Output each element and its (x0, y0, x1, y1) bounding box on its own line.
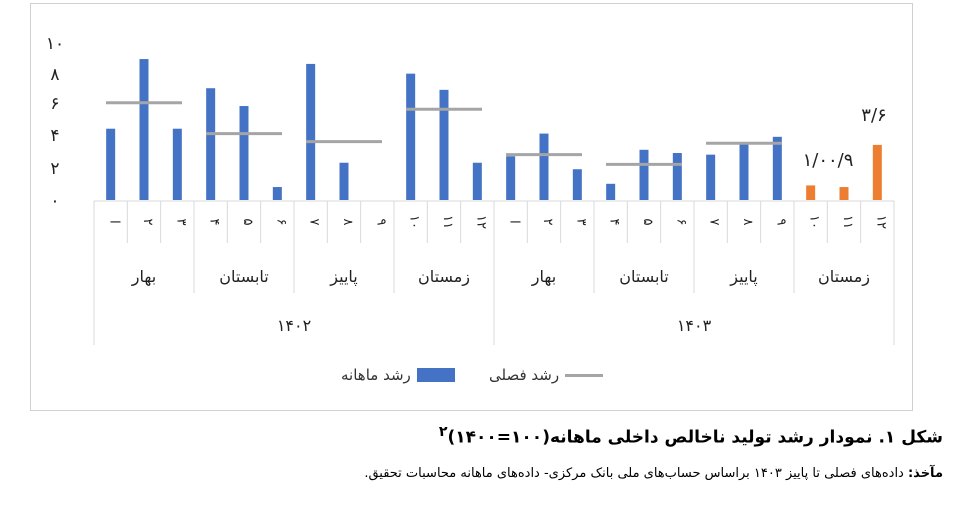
month-label: ۱۲ (473, 215, 488, 229)
month-label: ۹ (773, 219, 788, 226)
monthly-bar (872, 144, 882, 200)
year-label: ۱۴۰۳ (677, 316, 712, 335)
source-text: داده‌های فصلی تا پاییز ۱۴۰۳ براساس حساب‌… (364, 466, 908, 481)
monthly-bar (806, 185, 816, 200)
y-tick-label: ۴ (50, 126, 59, 146)
monthly-bar (272, 187, 282, 200)
monthly-bar (639, 149, 649, 200)
monthly-bar (572, 169, 582, 200)
month-label: ۴ (207, 219, 222, 226)
monthly-bar (439, 89, 449, 200)
chart-svg: ۰ ۲ ۴ ۶ ۸ ۱۰ ا ۲ ۳ بهار ۴ ۵ ۶ تابستان ۷ ۸ ۹ پاییز ۱۰ ۱۱ ۱۲ زم… (46, 34, 895, 345)
season-label: تابستان (619, 267, 669, 286)
figure-caption-footnote: ۲ (438, 424, 448, 440)
month-label: ۱۰ (807, 215, 822, 229)
monthly-bar (406, 73, 416, 200)
monthly-bar (606, 183, 616, 200)
monthly-bar (139, 59, 149, 201)
monthly-bar (772, 136, 782, 200)
monthly-bar (106, 128, 116, 200)
month-label: ۸ (740, 219, 755, 226)
monthly-bar (839, 187, 849, 200)
season-label: زمستان (418, 267, 470, 287)
monthly-bar (239, 106, 249, 200)
chart-frame: ۰ ۲ ۴ ۶ ۸ ۱۰ ا ۲ ۳ بهار ۴ ۵ ۶ تابستان ۷ ۸ ۹ پاییز ۱۰ ۱۱ ۱۲ زم… (30, 3, 913, 411)
month-label: ۶ (273, 219, 288, 226)
season-label: پاییز (729, 267, 757, 287)
month-label: ۹ (373, 219, 388, 226)
month-label: ۴ (607, 219, 622, 226)
month-label: ۳ (173, 219, 188, 226)
season-label: زمستان (818, 267, 870, 287)
legend-seasonal-label: رشد فصلی (489, 366, 560, 384)
figure-caption: شکل ۱. نمودار رشد تولید ناخالص داخلی ماه… (439, 424, 943, 448)
figure-caption-text: شکل ۱. نمودار رشد تولید ناخالص داخلی ماه… (447, 427, 944, 448)
monthly-bar (339, 162, 349, 200)
monthly-bar (672, 153, 682, 200)
monthly-bar (172, 128, 182, 200)
year-label: ۱۴۰۲ (277, 316, 311, 335)
legend-monthly: رشد ماهانه (341, 366, 455, 384)
data-label-estimated-months: ۱/۰۰/۹ (803, 150, 854, 171)
monthly-bar (706, 154, 716, 200)
y-tick-label: ۶ (50, 94, 59, 114)
monthly-bar (206, 88, 216, 200)
monthly-bar (506, 156, 516, 200)
month-label: ۳ (573, 219, 588, 226)
source-label: مآخذ: (907, 466, 943, 481)
month-label: ۱۱ (840, 215, 855, 229)
legend-seasonal-swatch (565, 373, 604, 377)
month-label: ۱۱ (440, 215, 455, 229)
season-label: پاییز (329, 267, 357, 287)
monthly-bar (739, 143, 749, 200)
month-label: ۱۲ (873, 215, 888, 229)
month-label: ۱۰ (407, 215, 422, 229)
month-label: ۸ (340, 219, 355, 226)
monthly-bar (306, 63, 316, 200)
season-label: بهار (131, 267, 156, 287)
monthly-bar (539, 133, 549, 200)
legend-monthly-swatch (416, 368, 455, 382)
month-label: ا (507, 220, 522, 224)
month-label: ۲ (540, 219, 555, 226)
y-tick-label: ۰ (50, 191, 59, 211)
month-label: ۵ (240, 219, 255, 226)
source-note: مآخذ: داده‌های فصلی تا پاییز ۱۴۰۳ براساس… (364, 466, 943, 481)
season-label: بهار (531, 267, 556, 287)
y-tick-label: ۱۰ (46, 34, 64, 54)
data-label-estimated-last: ۳/۶ (861, 105, 886, 126)
monthly-bar (472, 162, 482, 200)
month-label: ۷ (307, 219, 322, 226)
season-label: تابستان (219, 267, 269, 286)
month-label: ۷ (707, 219, 722, 226)
month-label: ۵ (640, 219, 655, 226)
month-label: ۶ (673, 219, 688, 226)
month-label: ا (107, 220, 122, 224)
month-label: ۲ (140, 219, 155, 226)
legend-seasonal: رشد فصلی (489, 366, 604, 384)
y-tick-label: ۸ (50, 65, 59, 85)
legend-monthly-label: رشد ماهانه (341, 366, 411, 384)
y-tick-label: ۲ (50, 159, 59, 179)
